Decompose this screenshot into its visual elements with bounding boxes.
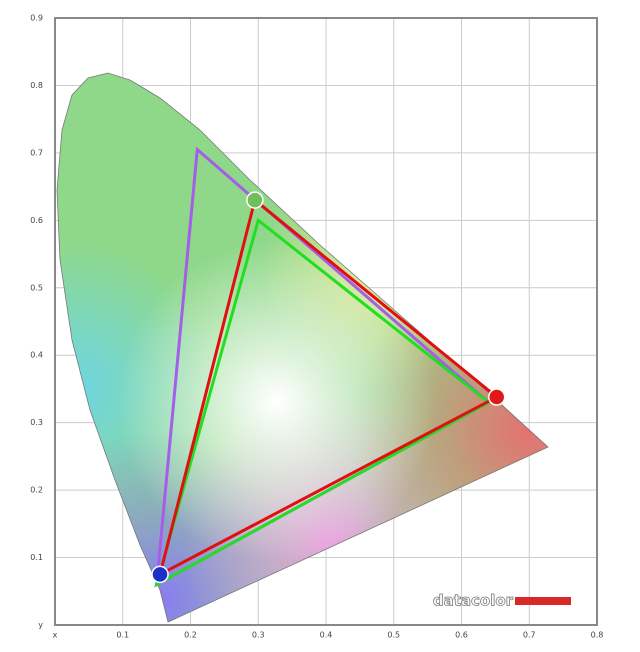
y-tick-label: 0.7 xyxy=(30,148,43,157)
x-tick-label: 0.3 xyxy=(252,631,265,640)
y-tick-label: 0.2 xyxy=(30,486,43,495)
x-tick-label: 0.1 xyxy=(116,631,129,640)
x-tick-label: 0.2 xyxy=(184,631,197,640)
x-tick-label: 0.4 xyxy=(320,631,333,640)
logo-bar xyxy=(515,597,571,605)
y-tick-label: 0.4 xyxy=(30,351,43,360)
y-tick-label: 0.3 xyxy=(30,418,43,427)
y-tick-label: 0.5 xyxy=(30,283,43,292)
x-tick-label: 0.7 xyxy=(523,631,536,640)
y-tick-label: y xyxy=(38,621,43,630)
x-tick-label: x xyxy=(53,631,58,640)
x-tick-label: 0.8 xyxy=(591,631,604,640)
watermark: datacolor xyxy=(433,592,514,610)
plot-frame xyxy=(54,17,598,626)
gamut-triangle xyxy=(157,197,500,578)
y-tick-label: 0.1 xyxy=(30,553,43,562)
x-tick-label: 0.5 xyxy=(387,631,400,640)
vertex-marker xyxy=(151,565,169,584)
vertex-marker xyxy=(246,191,264,209)
locus-outline xyxy=(56,72,549,623)
x-tick-label: 0.6 xyxy=(455,631,468,640)
gamut-triangle xyxy=(154,217,492,588)
y-tick-label: 0.9 xyxy=(30,14,43,23)
y-tick-label: 0.8 xyxy=(30,81,43,90)
vertex-marker xyxy=(487,388,506,406)
y-tick-label: 0.6 xyxy=(30,216,43,225)
